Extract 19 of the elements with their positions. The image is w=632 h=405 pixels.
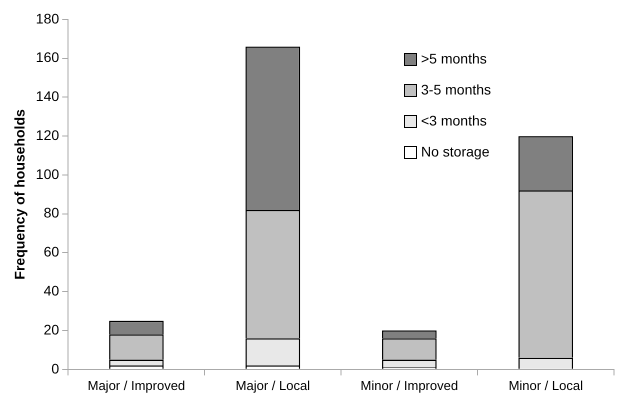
y-tick-label: 140 (36, 88, 60, 104)
y-tick-label: 100 (36, 166, 60, 182)
x-tick-label: Minor / Improved (360, 378, 458, 393)
legend-label: >5 months (421, 50, 487, 66)
legend-label: <3 months (421, 112, 487, 128)
y-tick-label: 40 (44, 282, 60, 298)
legend-label: 3-5 months (421, 81, 492, 98)
y-tick-label: 160 (36, 49, 60, 66)
x-tick-label: Major / Local (236, 378, 310, 393)
y-tick-label: 180 (36, 10, 60, 26)
x-tick-label: Minor / Local (508, 378, 584, 393)
y-tick-label: 20 (44, 321, 60, 338)
legend-label: No storage (421, 143, 490, 160)
y-tick-label: 0 (51, 360, 60, 376)
y-tick-label: 60 (44, 244, 60, 260)
x-tick-label: Major / Improved (88, 378, 186, 393)
y-tick-label: 80 (44, 204, 60, 221)
y-axis-title: Frequency of households (11, 109, 28, 280)
y-tick-label: 120 (36, 126, 60, 143)
